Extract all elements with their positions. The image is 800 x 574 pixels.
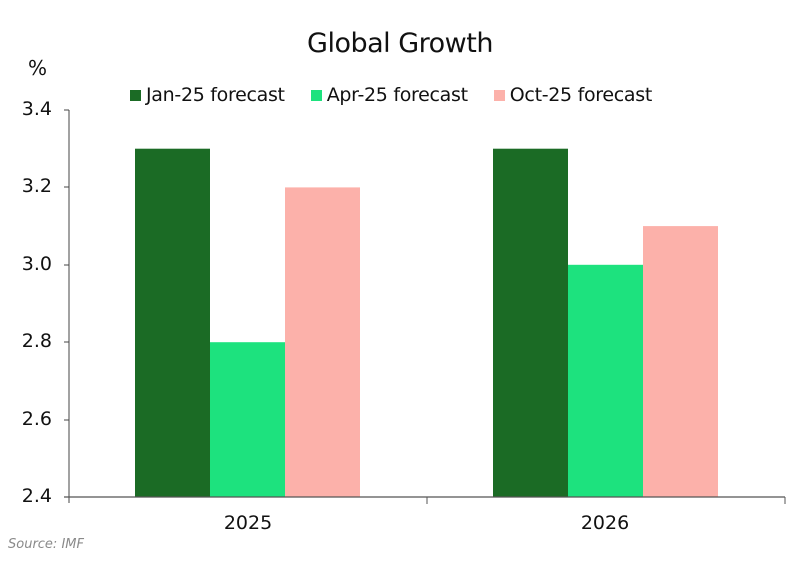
y-tick-label: 3.4 <box>21 98 52 120</box>
legend-item-apr25: Apr-25 forecast <box>310 84 468 106</box>
chart-title: Global Growth <box>307 28 493 59</box>
y-tick-label: 2.8 <box>21 330 52 352</box>
y-tick-label: 3.0 <box>21 253 52 275</box>
y-tick-label: 3.2 <box>21 175 52 197</box>
legend-swatch-apr25 <box>310 89 322 101</box>
x-tick-label-2026: 2026 <box>580 512 630 534</box>
bar-2025-apr-25-forecast <box>210 342 285 497</box>
legend-label-jan25: Jan-25 forecast <box>146 84 285 106</box>
y-axis-unit-label: % <box>28 56 48 80</box>
legend-swatch-oct25 <box>493 89 505 101</box>
bar-2026-apr-25-forecast <box>568 264 643 497</box>
x-tick-label-2025: 2025 <box>223 512 273 534</box>
bar-2025-oct-25-forecast <box>285 187 360 497</box>
bar-2025-jan-25-forecast <box>135 148 210 497</box>
y-tick-label: 2.4 <box>21 485 52 507</box>
legend-label-apr25: Apr-25 forecast <box>326 84 468 106</box>
y-tick-label: 2.6 <box>21 408 52 430</box>
legend-label-oct25: Oct-25 forecast <box>509 84 653 106</box>
legend-swatch-jan25 <box>130 89 141 101</box>
legend: Jan-25 forecast Apr-25 forecast Oct-25 f… <box>130 84 652 106</box>
source-note: Source: IMF <box>8 537 84 552</box>
bar-2026-jan-25-forecast <box>493 148 568 497</box>
bar-2026-oct-25-forecast <box>643 226 718 497</box>
legend-item-oct25: Oct-25 forecast <box>493 84 653 106</box>
legend-item-jan25: Jan-25 forecast <box>130 84 285 106</box>
bars-group <box>135 148 718 497</box>
